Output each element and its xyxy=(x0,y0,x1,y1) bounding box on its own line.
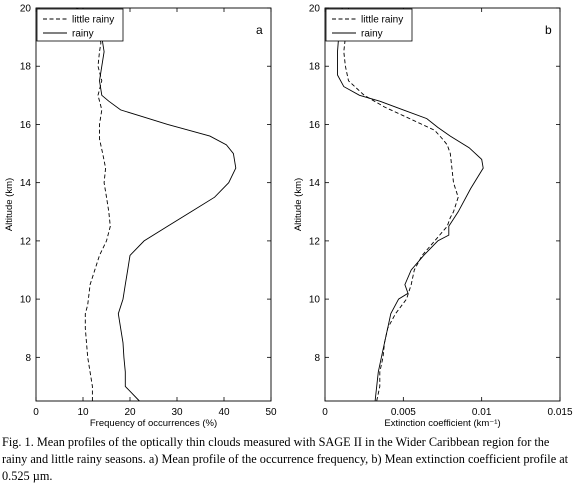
y-axis-label: Altitude (km) xyxy=(293,178,304,231)
panel-label: b xyxy=(545,23,552,37)
x-tick-label: 0.015 xyxy=(547,407,572,418)
x-tick-label: 0 xyxy=(322,407,328,418)
y-tick-label: 14 xyxy=(20,178,32,189)
legend-label: little rainy xyxy=(361,15,403,26)
legend-label: rainy xyxy=(361,29,383,40)
y-tick-label: 16 xyxy=(20,120,32,131)
y-tick-label: 18 xyxy=(309,62,321,73)
legend-box xyxy=(325,8,413,42)
series-line-rainy xyxy=(75,7,237,402)
y-tick-label: 18 xyxy=(20,62,32,73)
x-tick-label: 20 xyxy=(124,407,136,418)
series-line-little-rainy xyxy=(343,7,459,402)
x-tick-label: 50 xyxy=(265,407,277,418)
y-tick-label: 20 xyxy=(309,4,321,15)
x-tick-label: 0.005 xyxy=(391,407,416,418)
plot-frame xyxy=(324,7,561,402)
x-tick-label: 10 xyxy=(77,407,89,418)
legend-label: rainy xyxy=(72,29,94,40)
x-tick-label: 0 xyxy=(33,407,39,418)
y-tick-label: 14 xyxy=(309,178,321,189)
y-tick-label: 16 xyxy=(309,120,321,131)
y-tick-label: 10 xyxy=(20,295,32,306)
panel-label: a xyxy=(256,23,263,37)
x-tick-label: 0.01 xyxy=(472,407,492,418)
series-line-rainy xyxy=(337,7,484,402)
legend-label: little rainy xyxy=(72,15,114,26)
x-axis-label: Extinction coefficient (km⁻¹) xyxy=(384,418,500,429)
y-tick-label: 12 xyxy=(20,236,32,247)
plot-frame xyxy=(35,7,272,402)
y-tick-label: 10 xyxy=(309,295,321,306)
x-axis-label: Frequency of occurrences (%) xyxy=(90,418,217,429)
x-tick-label: 30 xyxy=(171,407,183,418)
y-axis-label: Altitude (km) xyxy=(4,178,15,231)
series-line-little-rainy xyxy=(80,7,111,401)
x-tick-label: 40 xyxy=(218,407,230,418)
y-tick-label: 8 xyxy=(25,353,31,364)
legend-box xyxy=(36,8,124,42)
y-tick-label: 8 xyxy=(314,353,320,364)
y-tick-label: 20 xyxy=(20,4,32,15)
chart-panel-b: 0 0.005 0.01 0.015 8 10 12 14 16 18 20 Extinction c… xyxy=(293,4,573,430)
figure-caption: Fig. 1. Mean profiles of the optically t… xyxy=(2,435,569,483)
y-tick-label: 12 xyxy=(309,236,321,247)
